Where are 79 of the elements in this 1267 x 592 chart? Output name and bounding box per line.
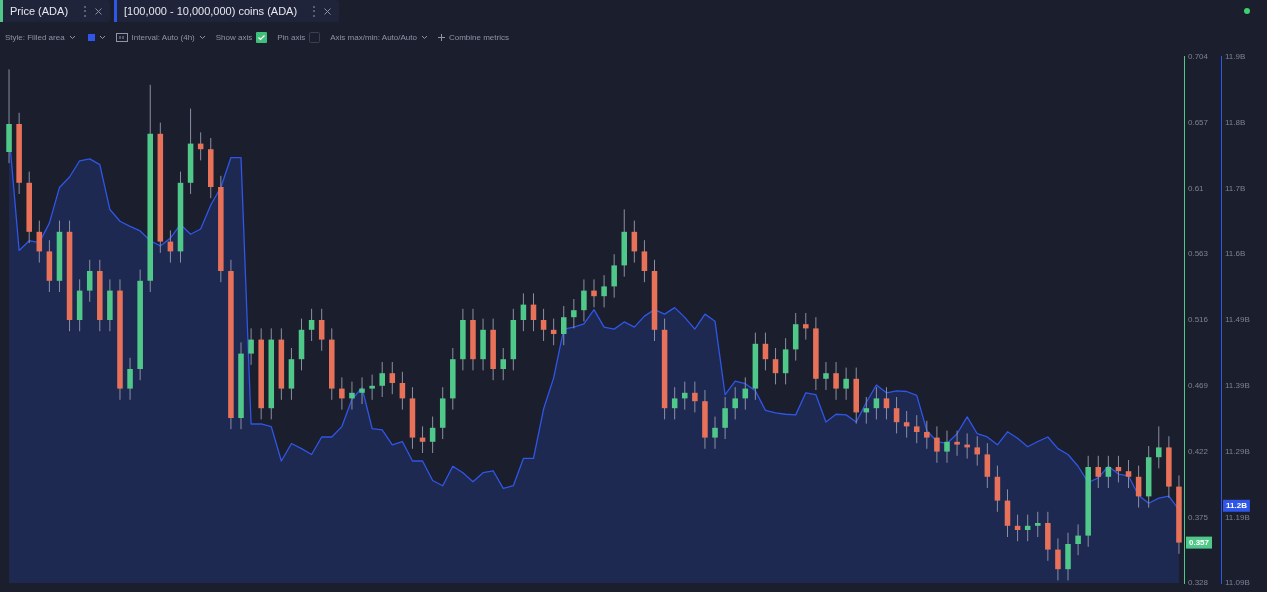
candlestick — [994, 465, 1001, 513]
candlestick — [389, 361, 396, 395]
candlestick — [641, 239, 648, 283]
candlestick — [833, 361, 839, 401]
y-tick-label: 0.328 — [1188, 578, 1209, 588]
y-tick-label: 0.516 — [1188, 315, 1209, 325]
y-tick-label: 0.563 — [1188, 249, 1209, 259]
text: Axis max/min: Auto/Auto — [330, 32, 417, 42]
candlestick — [712, 416, 718, 450]
candlestick — [984, 442, 991, 489]
candlestick — [339, 376, 345, 411]
candlestick — [248, 327, 254, 366]
candlestick — [560, 305, 567, 346]
y2-tick-label: 11.39B — [1225, 381, 1250, 390]
y-tick-label: 0.61 — [1188, 183, 1205, 193]
y2-tick-label: 11.29B — [1225, 446, 1250, 456]
candlestick — [1156, 425, 1162, 469]
text: Pin axis — [277, 32, 306, 42]
candlestick — [540, 308, 547, 342]
candlestick — [1034, 511, 1041, 538]
candlestick — [954, 430, 960, 457]
y-tick-label: 0.657 — [1188, 117, 1209, 127]
candlestick — [893, 396, 900, 434]
candlestick — [671, 386, 678, 420]
candlestick — [803, 312, 809, 341]
candlestick — [934, 425, 940, 464]
y2-tick-label: 11.8B — [1225, 117, 1246, 127]
candlestick — [782, 337, 789, 385]
candlestick — [429, 416, 436, 454]
candlestick — [369, 374, 375, 401]
candlestick — [823, 361, 829, 391]
candlestick — [682, 381, 688, 411]
candlestick — [611, 253, 617, 299]
y2-tick-label: 11.09B — [1225, 578, 1250, 588]
candlestick — [379, 361, 385, 398]
candlestick — [1075, 523, 1081, 556]
text: 11.2B — [1226, 500, 1248, 510]
candlestick — [1095, 455, 1102, 489]
candlestick — [722, 396, 728, 440]
y2-tick-label: 11.19B — [1225, 512, 1250, 522]
candlestick — [913, 414, 920, 444]
candlestick — [1055, 537, 1061, 581]
text: Show axis — [215, 32, 253, 42]
y2-tick-label: 11.7B — [1225, 183, 1246, 193]
candlestick — [86, 259, 93, 303]
candlestick — [1125, 459, 1132, 489]
candlestick — [127, 357, 133, 401]
candlestick — [944, 430, 950, 464]
text: Style: Filled area — [5, 32, 65, 42]
candlestick — [732, 386, 738, 420]
annotation: 0.357 — [1189, 537, 1210, 547]
candlestick — [692, 381, 698, 413]
text: Interval: Auto (4h) — [131, 32, 195, 42]
candlestick — [318, 308, 325, 352]
y-tick-label: 0.704 — [1188, 52, 1209, 61]
text: Combine metrics — [448, 32, 509, 42]
legend-label: [100,000 - 10,000,000) coins (ADA) — [124, 5, 298, 17]
candlestick — [883, 386, 890, 420]
candlestick — [843, 367, 849, 401]
candlestick — [581, 278, 587, 322]
candlestick — [571, 298, 577, 329]
candlestick — [601, 274, 607, 308]
candlestick — [1105, 455, 1112, 489]
candlestick — [873, 386, 880, 420]
y-tick-label: 0.469 — [1188, 381, 1209, 390]
legend-label: Price (ADA) — [10, 5, 69, 17]
y2-tick-label: 11.9B — [1225, 52, 1246, 61]
candlestick — [349, 381, 355, 411]
y2-tick-label: 11.49B — [1225, 315, 1250, 325]
candlestick — [591, 278, 597, 308]
y-tick-label: 0.375 — [1188, 512, 1209, 522]
candlestick — [308, 308, 315, 342]
candlestick — [924, 420, 930, 450]
y2-tick-label: 11.6B — [1225, 249, 1246, 259]
candlestick — [500, 347, 506, 381]
candlestick — [359, 376, 365, 405]
candlestick — [772, 347, 779, 385]
candlestick — [974, 435, 981, 467]
y-tick-label: 0.422 — [1188, 446, 1209, 456]
